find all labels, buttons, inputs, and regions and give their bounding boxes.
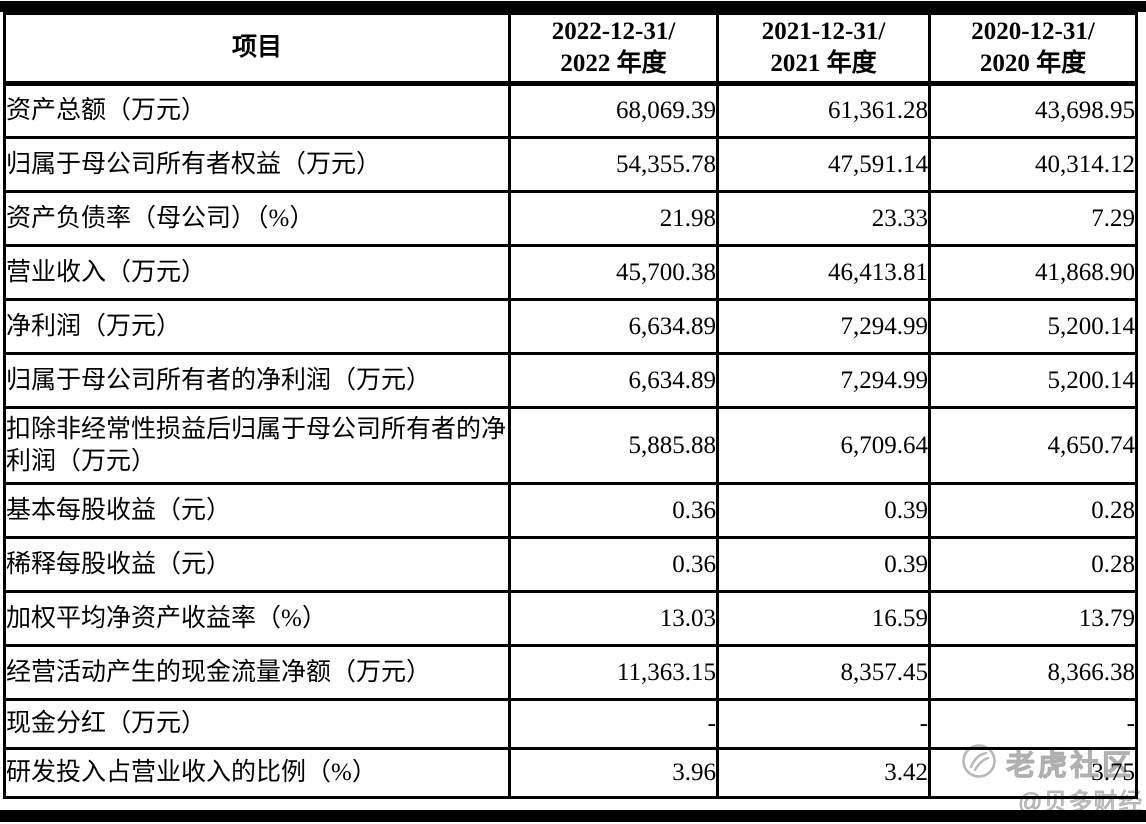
row-value: 54,355.78: [508, 136, 719, 193]
row-label: 现金分红（万元）: [3, 698, 511, 750]
row-value: 45,700.38: [508, 244, 719, 301]
table-row: 营业收入（万元） 45,700.38 46,413.81 41,868.90: [3, 244, 1138, 301]
row-label: 经营活动产生的现金流量净额（万元）: [3, 644, 511, 701]
row-value: 40,314.12: [928, 136, 1138, 193]
row-label: 加权平均净资产收益率（%）: [3, 590, 511, 647]
row-value: 46,413.81: [716, 244, 931, 301]
row-value: 4,650.74: [928, 406, 1138, 485]
header-period-2020: 2020-12-31/ 2020 年度: [928, 12, 1138, 86]
row-value: 6,634.89: [508, 298, 719, 355]
row-value: 6,634.89: [508, 352, 719, 409]
table-row: 净利润（万元） 6,634.89 7,294.99 5,200.14: [3, 298, 1138, 355]
row-value: 61,361.28: [716, 82, 931, 139]
row-label: 资产负债率（母公司）（%）: [3, 190, 511, 247]
header-period-2021: 2021-12-31/ 2021 年度: [716, 12, 931, 86]
row-value: 8,366.38: [928, 644, 1138, 701]
row-label: 研发投入占营业收入的比例（%）: [3, 747, 511, 799]
row-value: 0.36: [508, 482, 719, 539]
row-label: 净利润（万元）: [3, 298, 511, 355]
table-row: 经营活动产生的现金流量净额（万元） 11,363.15 8,357.45 8,3…: [3, 644, 1138, 701]
row-label: 营业收入（万元）: [3, 244, 511, 301]
row-label: 资产总额（万元）: [3, 82, 511, 139]
table-row: 扣除非经常性损益后归属于母公司所有者的净利润（万元） 5,885.88 6,70…: [3, 406, 1138, 485]
header-item-cell: 项目: [3, 12, 511, 86]
row-value: -: [928, 698, 1138, 750]
row-value: -: [716, 698, 931, 750]
row-value: 7,294.99: [716, 298, 931, 355]
header-row: 项目 2022-12-31/ 2022 年度 2021-12-31/ 2021 …: [3, 12, 1138, 86]
header-item-label: 项目: [231, 34, 282, 61]
row-value: 13.03: [508, 590, 719, 647]
row-label: 归属于母公司所有者权益（万元）: [3, 136, 511, 193]
row-value: 13.79: [928, 590, 1138, 647]
row-value: 0.28: [928, 482, 1138, 539]
row-value: 5,885.88: [508, 406, 719, 485]
row-label: 扣除非经常性损益后归属于母公司所有者的净利润（万元）: [3, 406, 511, 485]
table-row: 资产总额（万元） 68,069.39 61,361.28 43,698.95: [3, 82, 1138, 139]
top-thick-rule: [0, 1, 1146, 12]
row-value: 0.39: [716, 482, 931, 539]
row-value: 6,709.64: [716, 406, 931, 485]
row-value: 23.33: [716, 190, 931, 247]
row-value: 3.42: [716, 747, 931, 799]
row-label: 基本每股收益（元）: [3, 482, 511, 539]
row-value: 8,357.45: [716, 644, 931, 701]
row-value: 41,868.90: [928, 244, 1138, 301]
table-row: 加权平均净资产收益率（%） 13.03 16.59 13.79: [3, 590, 1138, 647]
table-row: 归属于母公司所有者的净利润（万元） 6,634.89 7,294.99 5,20…: [3, 352, 1138, 409]
row-value: 3.75: [928, 747, 1138, 799]
table-row: 资产负债率（母公司）（%） 21.98 23.33 7.29: [3, 190, 1138, 247]
row-value: 16.59: [716, 590, 931, 647]
row-value: -: [508, 698, 719, 750]
row-value: 0.36: [508, 536, 719, 593]
row-value: 7,294.99: [716, 352, 931, 409]
table-row: 现金分红（万元） - - -: [3, 698, 1138, 750]
row-value: 7.29: [928, 190, 1138, 247]
row-value: 0.28: [928, 536, 1138, 593]
table-row: 稀释每股收益（元） 0.36 0.39 0.28: [3, 536, 1138, 593]
header-period-2022: 2022-12-31/ 2022 年度: [508, 12, 719, 86]
row-label: 归属于母公司所有者的净利润（万元）: [3, 352, 511, 409]
row-value: 43,698.95: [928, 82, 1138, 139]
bottom-thick-rule: [0, 810, 1146, 822]
row-value: 5,200.14: [928, 298, 1138, 355]
row-value: 11,363.15: [508, 644, 719, 701]
financial-summary-table: 项目 2022-12-31/ 2022 年度 2021-12-31/ 2021 …: [3, 12, 1138, 799]
row-value: 21.98: [508, 190, 719, 247]
row-value: 5,200.14: [928, 352, 1138, 409]
row-value: 3.96: [508, 747, 719, 799]
row-label: 稀释每股收益（元）: [3, 536, 511, 593]
table-row: 归属于母公司所有者权益（万元） 54,355.78 47,591.14 40,3…: [3, 136, 1138, 193]
table-row: 研发投入占营业收入的比例（%） 3.96 3.42 3.75: [3, 747, 1138, 799]
row-value: 0.39: [716, 536, 931, 593]
row-value: 68,069.39: [508, 82, 719, 139]
row-value: 47,591.14: [716, 136, 931, 193]
table-row: 基本每股收益（元） 0.36 0.39 0.28: [3, 482, 1138, 539]
